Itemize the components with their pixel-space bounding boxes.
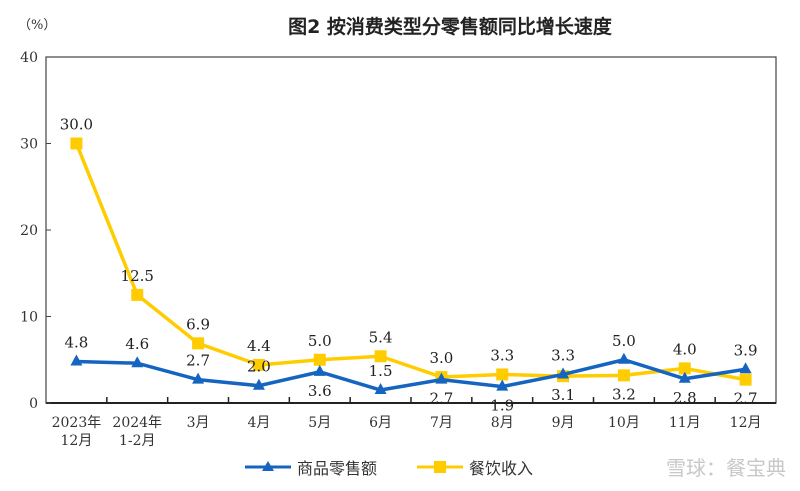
series-line-0 bbox=[76, 357, 746, 392]
data-label: 5.0 bbox=[308, 332, 332, 350]
data-point bbox=[313, 364, 326, 376]
legend-label: 餐饮收入 bbox=[469, 459, 534, 478]
y-tick-label: 0 bbox=[29, 396, 38, 412]
x-tick-label: 3月 bbox=[187, 415, 210, 431]
plot-frame bbox=[45, 56, 777, 404]
data-point bbox=[496, 379, 509, 391]
data-point bbox=[617, 369, 630, 382]
data-label: 12.5 bbox=[121, 267, 154, 285]
data-point bbox=[131, 356, 144, 368]
data-label: 3.2 bbox=[612, 385, 636, 403]
data-label: 5.4 bbox=[369, 328, 393, 346]
data-point bbox=[192, 372, 205, 384]
x-tick-label: 11月 bbox=[669, 415, 701, 431]
data-point bbox=[678, 371, 691, 383]
data-point bbox=[739, 373, 752, 386]
data-point bbox=[557, 367, 570, 379]
data-point bbox=[131, 288, 144, 301]
legend-marker-square-icon bbox=[417, 461, 464, 473]
data-label: 4.4 bbox=[247, 337, 271, 355]
x-tick-label: 2024年 bbox=[112, 415, 162, 431]
x-tick-label: 2023年 bbox=[52, 415, 102, 431]
data-point bbox=[70, 137, 83, 150]
x-tick-label: 9月 bbox=[552, 415, 575, 431]
y-tick-label: 10 bbox=[20, 310, 38, 326]
data-label: 2.0 bbox=[247, 358, 271, 376]
chart-title: 图2 按消费类型分零售额同比增长速度 bbox=[288, 16, 612, 38]
data-point bbox=[192, 337, 205, 350]
data-point bbox=[313, 353, 326, 366]
watermark: 雪球：餐宝典 bbox=[666, 456, 786, 480]
y-tick-label: 30 bbox=[20, 137, 38, 153]
x-tick-label: 6月 bbox=[369, 415, 392, 431]
data-label: 6.9 bbox=[186, 315, 210, 333]
data-point bbox=[252, 358, 265, 371]
legend-label: 商品零售额 bbox=[297, 459, 378, 478]
data-point bbox=[435, 372, 448, 384]
data-label: 4.6 bbox=[125, 335, 149, 353]
data-point bbox=[496, 368, 509, 381]
legend-marker-triangle-icon bbox=[245, 461, 291, 471]
data-point bbox=[739, 362, 752, 374]
y-axis-unit: （%） bbox=[18, 18, 57, 33]
x-tick-label: 1-2月 bbox=[119, 433, 156, 449]
data-label: 1.5 bbox=[369, 362, 393, 380]
data-label: 3.6 bbox=[308, 382, 332, 400]
data-label: 3.3 bbox=[551, 346, 575, 364]
data-point bbox=[252, 378, 265, 390]
x-tick-label: 12月 bbox=[61, 433, 93, 449]
data-label: 2.7 bbox=[429, 390, 453, 408]
x-tick-label: 5月 bbox=[308, 415, 331, 431]
data-label: 4.8 bbox=[64, 333, 88, 351]
data-label: 3.0 bbox=[429, 349, 453, 367]
data-point bbox=[678, 362, 691, 375]
y-tick-label: 40 bbox=[20, 50, 38, 66]
data-point bbox=[617, 352, 630, 364]
x-tick-label: 8月 bbox=[491, 415, 514, 431]
x-tick-label: 10月 bbox=[608, 415, 640, 431]
data-label: 3.1 bbox=[551, 386, 575, 404]
x-tick-label: 12月 bbox=[730, 415, 762, 431]
x-tick-label: 4月 bbox=[247, 415, 270, 431]
data-label: 2.8 bbox=[673, 389, 697, 407]
data-point bbox=[374, 350, 387, 363]
data-label: 3.3 bbox=[490, 346, 514, 364]
data-label: 1.9 bbox=[490, 397, 514, 415]
data-label: 4.0 bbox=[673, 340, 697, 358]
series-line-1 bbox=[74, 142, 746, 382]
data-label: 2.7 bbox=[734, 390, 758, 408]
data-label: 3.9 bbox=[734, 341, 758, 359]
data-label: 5.0 bbox=[612, 332, 636, 350]
legend-item-goods: 商品零售额 bbox=[245, 455, 377, 479]
data-point bbox=[374, 383, 387, 395]
data-point bbox=[70, 354, 83, 366]
legend: 商品零售额 餐饮收入 bbox=[245, 455, 533, 479]
data-label: 2.7 bbox=[186, 352, 210, 370]
x-tick-label: 7月 bbox=[430, 415, 453, 431]
y-tick-label: 20 bbox=[20, 223, 38, 239]
data-label: 30.0 bbox=[60, 116, 93, 134]
legend-item-catering: 餐饮收入 bbox=[417, 455, 533, 479]
